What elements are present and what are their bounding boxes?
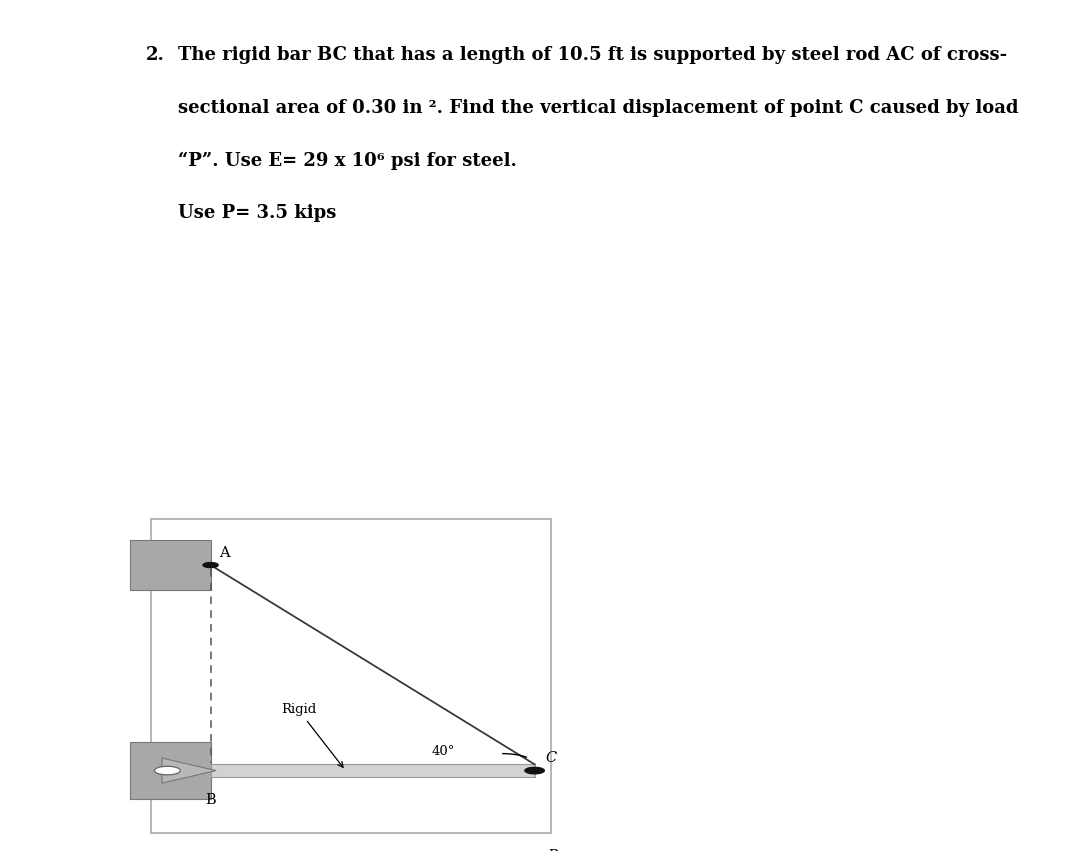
Text: “P”. Use E= 29 x 10⁶ psi for steel.: “P”. Use E= 29 x 10⁶ psi for steel. (178, 151, 517, 170)
Text: The rigid bar BC that has a length of 10.5 ft is supported by steel rod AC of cr: The rigid bar BC that has a length of 10… (178, 46, 1008, 64)
Text: P: P (548, 849, 557, 851)
Text: C: C (545, 751, 556, 765)
Text: B: B (205, 793, 216, 807)
Text: Rigid: Rigid (281, 704, 343, 768)
Bar (211, 764, 535, 777)
Bar (151, 518, 551, 833)
Text: 2.: 2. (146, 46, 164, 64)
Circle shape (203, 563, 218, 568)
Text: sectional area of 0.30 in ². Find the vertical displacement of point C caused by: sectional area of 0.30 in ². Find the ve… (178, 99, 1018, 117)
Circle shape (525, 768, 544, 774)
Polygon shape (162, 758, 216, 783)
Bar (130, 742, 211, 799)
Circle shape (154, 766, 180, 775)
Text: Use P= 3.5 kips: Use P= 3.5 kips (178, 204, 337, 222)
Bar (130, 540, 211, 590)
Text: A: A (219, 545, 230, 560)
Text: 40°: 40° (432, 745, 456, 758)
